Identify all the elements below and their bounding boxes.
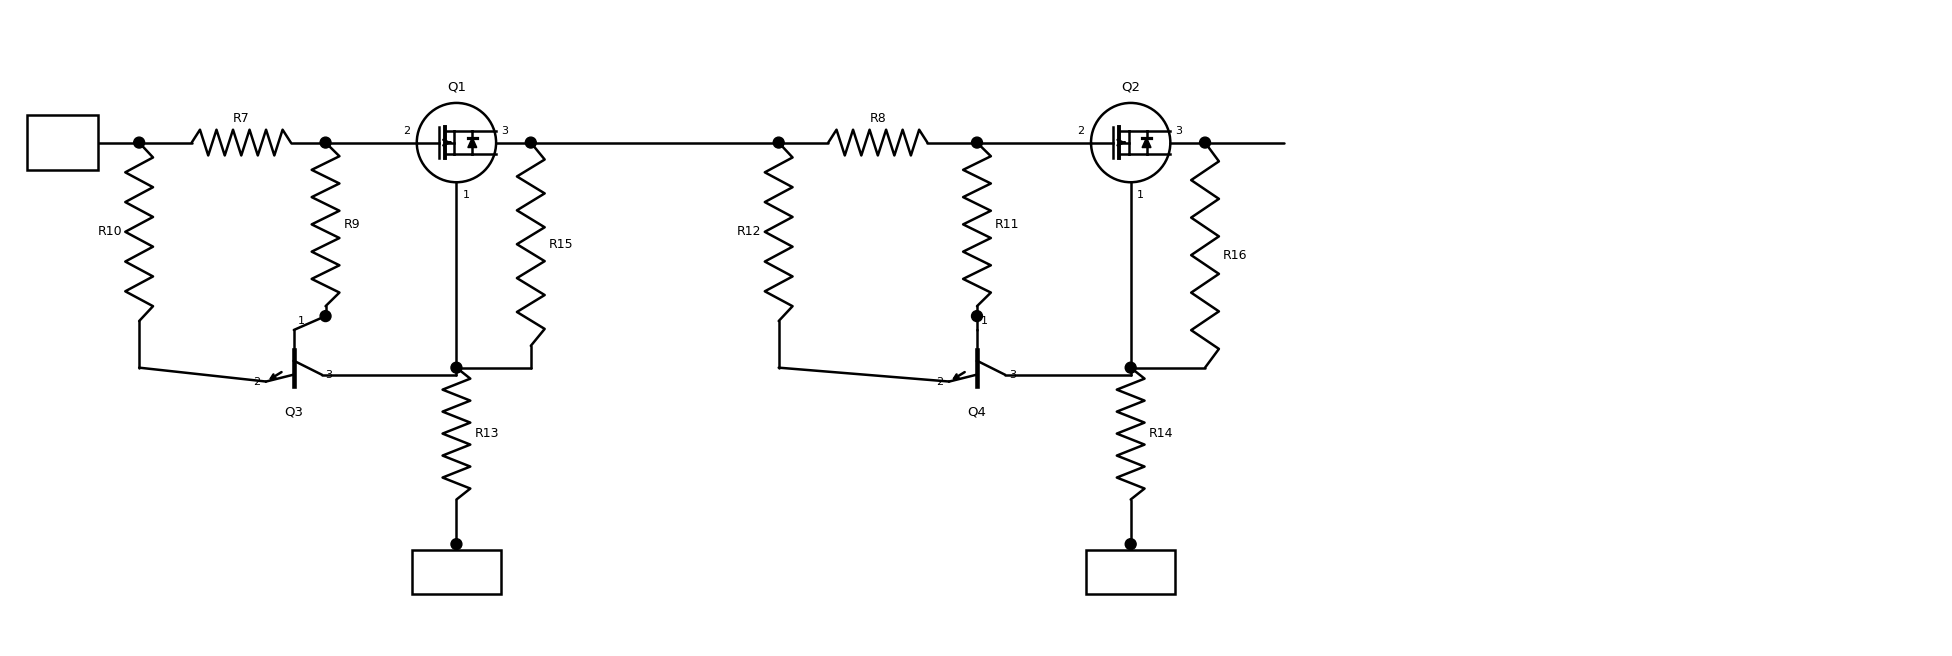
Text: 3: 3 <box>1009 369 1015 380</box>
Circle shape <box>1124 362 1136 373</box>
Bar <box>1085 550 1175 594</box>
Polygon shape <box>1142 138 1152 148</box>
Circle shape <box>972 311 982 321</box>
Text: R15: R15 <box>549 237 574 251</box>
Circle shape <box>320 137 332 148</box>
Circle shape <box>1200 137 1210 148</box>
Text: 2: 2 <box>402 126 410 136</box>
Text: 1: 1 <box>1136 190 1144 200</box>
Text: R10: R10 <box>98 225 123 238</box>
Text: 电池
正极: 电池 正极 <box>57 129 70 157</box>
Text: 2: 2 <box>254 377 260 386</box>
Circle shape <box>451 362 463 373</box>
Text: Q3: Q3 <box>285 405 303 419</box>
Text: R13: R13 <box>474 427 500 440</box>
Text: R14: R14 <box>1148 427 1173 440</box>
Text: 1: 1 <box>299 316 305 326</box>
Circle shape <box>972 137 982 148</box>
Circle shape <box>451 539 463 550</box>
Text: R16: R16 <box>1222 249 1247 262</box>
Text: 电池负极: 电池负极 <box>1117 565 1144 579</box>
Text: R8: R8 <box>869 112 886 125</box>
Text: 3: 3 <box>326 369 332 380</box>
Text: 3: 3 <box>1175 126 1183 136</box>
Text: R9: R9 <box>344 218 359 231</box>
Bar <box>27 115 98 170</box>
Circle shape <box>320 311 332 321</box>
Text: Q4: Q4 <box>968 405 986 419</box>
Circle shape <box>133 137 144 148</box>
Circle shape <box>773 137 785 148</box>
Text: R7: R7 <box>232 112 250 125</box>
Text: Q2: Q2 <box>1120 80 1140 93</box>
Text: R11: R11 <box>996 218 1019 231</box>
Text: 电池负极: 电池负极 <box>443 565 470 579</box>
Text: 1: 1 <box>982 316 988 326</box>
Text: 2: 2 <box>937 377 943 386</box>
Circle shape <box>525 137 537 148</box>
Bar <box>412 550 502 594</box>
Text: 3: 3 <box>502 126 508 136</box>
Text: R12: R12 <box>738 225 761 238</box>
Polygon shape <box>468 138 476 148</box>
Text: 1: 1 <box>463 190 468 200</box>
Circle shape <box>1124 539 1136 550</box>
Text: 2: 2 <box>1078 126 1083 136</box>
Text: Q1: Q1 <box>447 80 467 93</box>
